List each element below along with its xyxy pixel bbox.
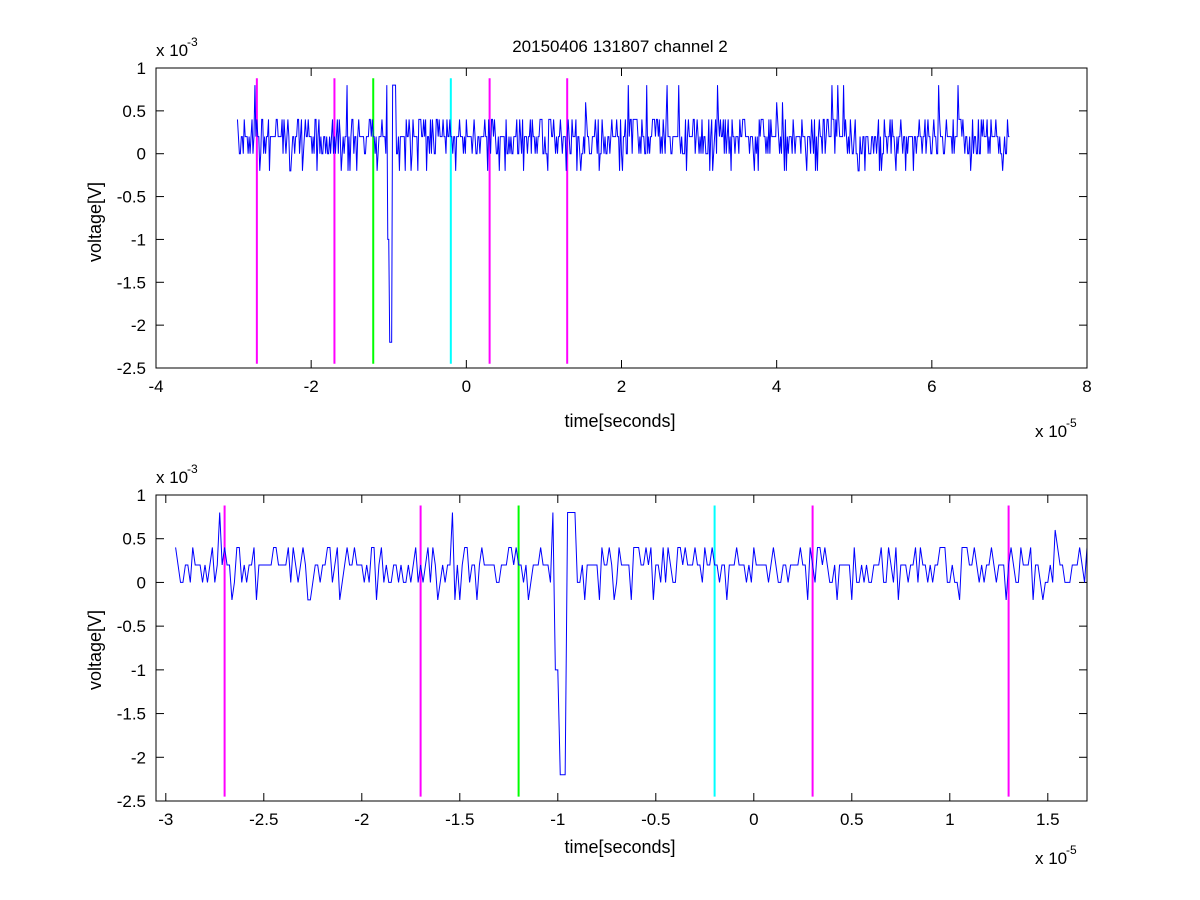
- x-tick-label: 8: [1082, 377, 1091, 396]
- y-tick-label: -1.5: [117, 705, 146, 724]
- voltage-trace: [175, 511, 1088, 776]
- axes-box: [155, 67, 1088, 369]
- voltage-trace: [236, 84, 1010, 343]
- x-tick-label: 1: [945, 810, 954, 829]
- y-tick-label: 1: [137, 486, 146, 505]
- y-tick-label: -0.5: [117, 617, 146, 636]
- marker-group: [255, 78, 569, 364]
- y-tick-label: 0: [137, 145, 146, 164]
- marker-group: [223, 505, 1010, 797]
- chart-title: 20150406 131807 channel 2: [512, 37, 728, 56]
- y-tick-label: -1.5: [117, 273, 146, 292]
- x-tick-label: 4: [772, 377, 781, 396]
- x-exponent-label: x 10 -5: [1035, 416, 1077, 441]
- y-axis-label: voltage[V]: [85, 182, 105, 262]
- axes-box: [155, 494, 1088, 802]
- y-exponent-label: x 10 -3: [156, 35, 198, 60]
- tick-group: -4 -2 0 2 4 6 8 -2.5 -2 -1.5 -1 -0.5 0 0.5 1: [117, 59, 1092, 396]
- y-tick-label: -0.5: [117, 188, 146, 207]
- subplot-bottom: x 10 -3 x 10 -5 time[seconds] voltage[V]…: [85, 462, 1088, 868]
- y-exponent-base: x 10: [156, 41, 188, 60]
- x-exponent-power: -5: [1066, 416, 1077, 430]
- x-exponent-base: x 10: [1035, 422, 1067, 441]
- y-tick-label: 0.5: [122, 530, 146, 549]
- x-tick-label: -2: [354, 810, 369, 829]
- series-group: [175, 511, 1088, 776]
- x-tick-label: -1: [550, 810, 565, 829]
- x-exponent-label: x 10 -5: [1035, 843, 1077, 868]
- series-group: [236, 84, 1010, 343]
- subplot-top: 20150406 131807 channel 2 x 10 -3 x 10 -…: [85, 35, 1092, 441]
- x-tick-label: -2.5: [249, 810, 278, 829]
- x-tick-label: 0.5: [840, 810, 864, 829]
- x-exponent-base: x 10: [1035, 849, 1067, 868]
- x-tick-label: -2: [304, 377, 319, 396]
- x-tick-label: 0: [462, 377, 471, 396]
- y-tick-label: -2.5: [117, 792, 146, 811]
- x-exponent-power: -5: [1066, 843, 1077, 857]
- y-tick-label: -1: [131, 230, 146, 249]
- x-tick-label: 2: [617, 377, 626, 396]
- x-axis-label: time[seconds]: [564, 837, 675, 857]
- axes-frame: [155, 67, 1088, 369]
- y-exponent-power: -3: [187, 35, 198, 49]
- x-tick-label: 6: [927, 377, 936, 396]
- y-exponent-label: x 10 -3: [156, 462, 198, 487]
- x-tick-label: -4: [148, 377, 163, 396]
- y-tick-label: -2.5: [117, 359, 146, 378]
- y-tick-label: 0.5: [122, 102, 146, 121]
- x-tick-label: 1.5: [1036, 810, 1060, 829]
- x-axis-label: time[seconds]: [564, 411, 675, 431]
- x-tick-label: -1.5: [445, 810, 474, 829]
- y-tick-label: 1: [137, 59, 146, 78]
- y-exponent-power: -3: [187, 462, 198, 476]
- y-axis-label: voltage[V]: [85, 610, 105, 690]
- x-tick-label: 0: [749, 810, 758, 829]
- y-tick-label: 0: [137, 573, 146, 592]
- y-tick-label: -2: [131, 316, 146, 335]
- x-tick-label: -0.5: [641, 810, 670, 829]
- y-tick-label: -2: [131, 748, 146, 767]
- y-exponent-base: x 10: [156, 468, 188, 487]
- x-tick-label: -3: [158, 810, 173, 829]
- axes-frame: [155, 494, 1088, 802]
- tick-group: -3 -2.5 -2 -1.5 -1 -0.5 0 0.5 1 1.5 -2.5 -2 -1.5 -1 -0…: [117, 486, 1087, 829]
- y-tick-label: -1: [131, 661, 146, 680]
